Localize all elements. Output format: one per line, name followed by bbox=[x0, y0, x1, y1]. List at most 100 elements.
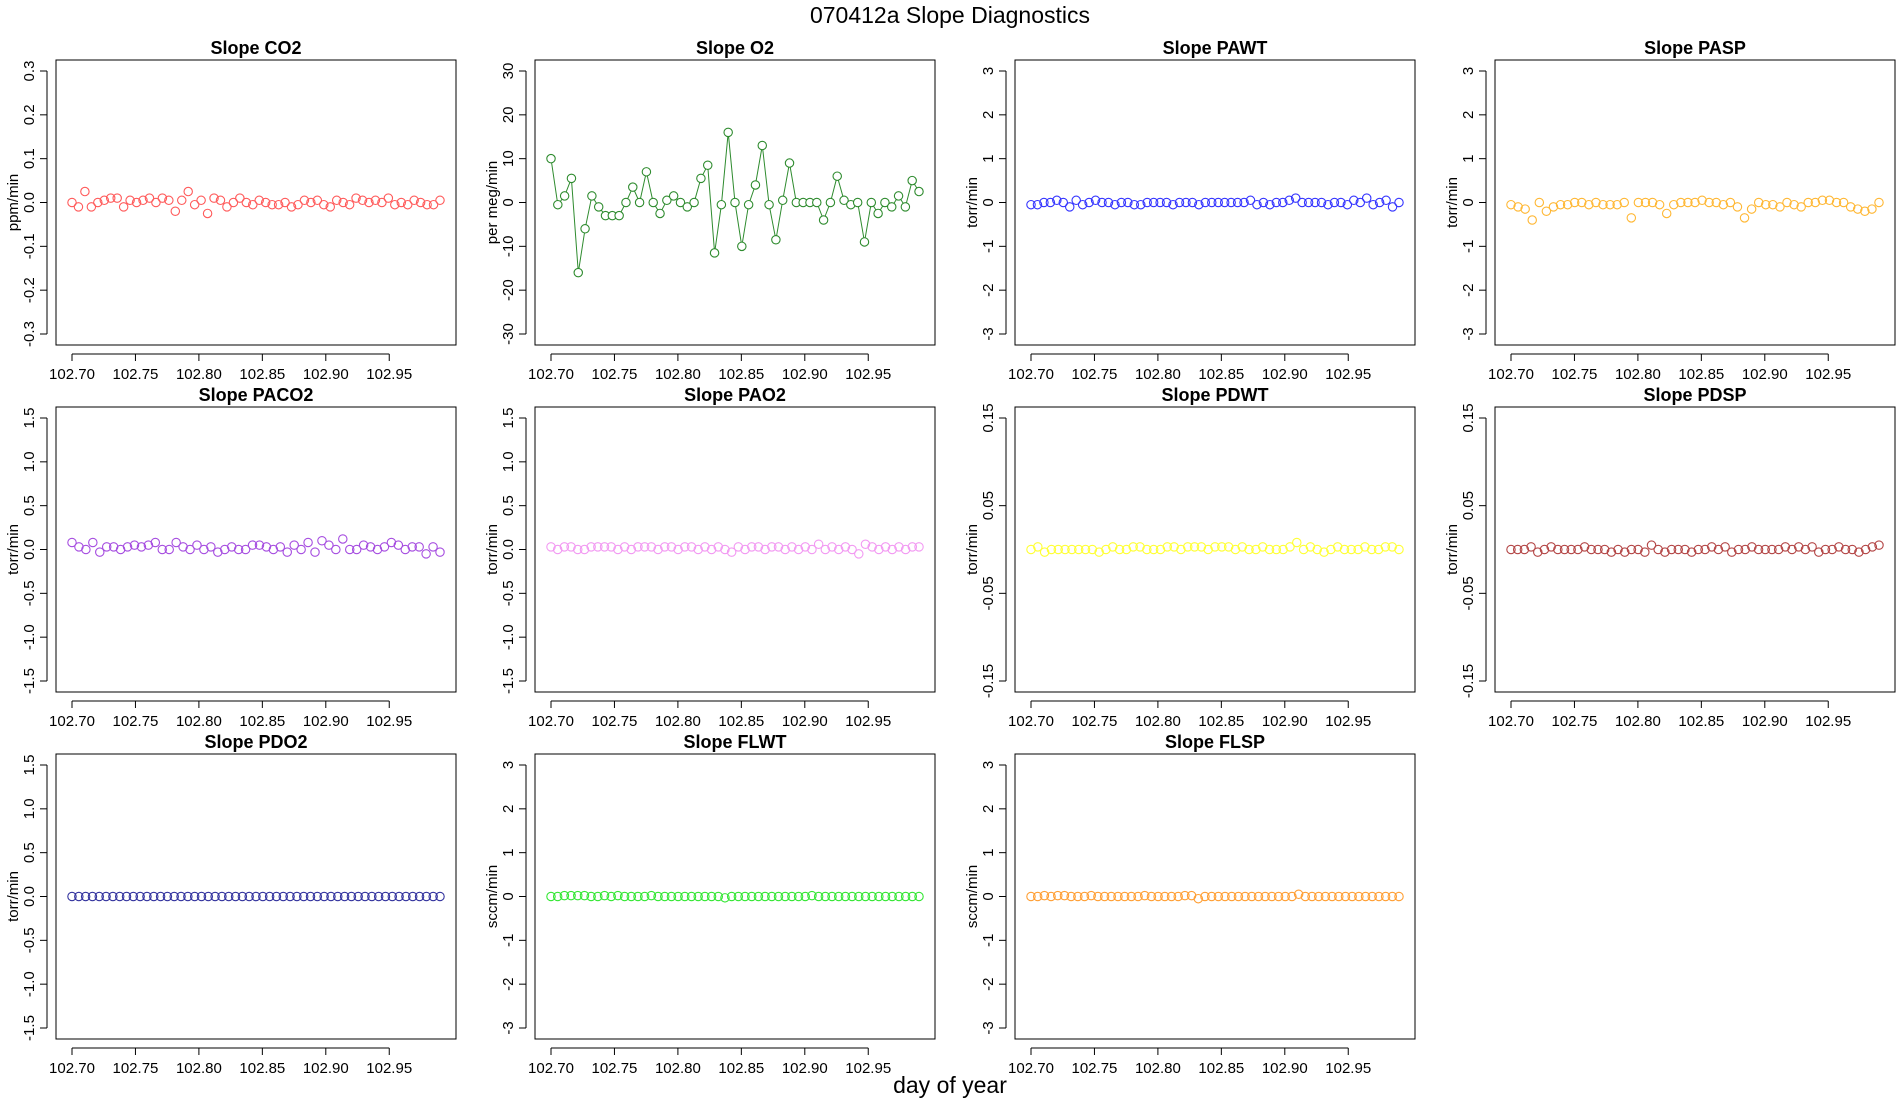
data-point bbox=[108, 891, 118, 902]
x-tick-label: 102.70 bbox=[1488, 366, 1534, 383]
y-tick-label: -3 bbox=[980, 1021, 997, 1034]
data-point bbox=[1155, 197, 1165, 208]
data-point bbox=[1626, 544, 1637, 555]
data-point bbox=[1033, 542, 1043, 552]
data-point bbox=[1176, 544, 1186, 555]
data-point bbox=[394, 891, 404, 902]
y-tick-label: 0.05 bbox=[980, 491, 997, 520]
data-point bbox=[1232, 197, 1243, 208]
x-tick-label: 102.95 bbox=[845, 366, 891, 383]
data-point bbox=[733, 542, 744, 552]
data-point bbox=[407, 891, 418, 902]
data-point bbox=[223, 891, 234, 902]
data-point bbox=[1106, 891, 1117, 902]
data-point bbox=[619, 891, 630, 902]
data-point bbox=[215, 195, 226, 206]
data-point bbox=[886, 202, 897, 212]
y-tick-label: 0.5 bbox=[21, 842, 38, 863]
data-point bbox=[1032, 891, 1043, 902]
data-point bbox=[1119, 891, 1130, 902]
data-point bbox=[1680, 544, 1690, 555]
data-point bbox=[303, 537, 313, 548]
y-axis: -0.15 -0.05 0.05 0.15 torr/min bbox=[964, 403, 1007, 698]
data-point bbox=[1746, 204, 1757, 214]
data-point bbox=[1060, 544, 1070, 555]
x-tick-label: 102.70 bbox=[1008, 366, 1054, 383]
x-tick-label: 102.70 bbox=[528, 713, 574, 730]
y-tick-label: 0.15 bbox=[1460, 403, 1477, 432]
data-point bbox=[1180, 890, 1190, 901]
data-point bbox=[1619, 547, 1630, 557]
y-axis-label: torr/min bbox=[1444, 177, 1461, 228]
x-tick-label: 102.75 bbox=[592, 713, 638, 730]
data-point bbox=[1368, 199, 1378, 210]
data-point bbox=[1573, 544, 1583, 555]
data-point bbox=[228, 197, 239, 208]
data-point bbox=[1142, 197, 1152, 208]
data-point bbox=[1646, 540, 1657, 550]
data-point bbox=[1660, 547, 1670, 557]
data-point bbox=[422, 199, 432, 210]
data-point bbox=[357, 195, 368, 206]
data-point bbox=[1753, 544, 1764, 555]
data-point bbox=[1305, 542, 1316, 552]
x-tick-label: 102.85 bbox=[1678, 366, 1724, 383]
data-point bbox=[854, 549, 864, 559]
data-point bbox=[1064, 202, 1075, 212]
data-point bbox=[559, 890, 570, 901]
data-point bbox=[1789, 199, 1799, 210]
data-point bbox=[586, 542, 596, 552]
data-point bbox=[753, 891, 764, 902]
data-point bbox=[379, 542, 390, 552]
x-tick-label: 102.95 bbox=[845, 1060, 891, 1077]
data-point bbox=[893, 191, 904, 201]
data-point bbox=[680, 542, 690, 552]
data-point bbox=[1367, 891, 1377, 902]
data-point bbox=[673, 891, 683, 902]
x-tick-label: 102.80 bbox=[1135, 713, 1181, 730]
data-point bbox=[151, 197, 161, 208]
chart-panel-slope-pdo2: Slope PDO2 102.70 102.75 102.80 102.85 102.90… bbox=[5, 732, 457, 1077]
y-tick-label: 1.5 bbox=[500, 408, 517, 429]
data-point bbox=[1265, 199, 1275, 210]
data-series bbox=[1506, 540, 1884, 557]
data-series bbox=[67, 186, 445, 219]
y-tick-label: 0 bbox=[1460, 198, 1477, 206]
data-point bbox=[1245, 195, 1256, 206]
chart-title: Slope PDO2 bbox=[204, 732, 307, 752]
data-point bbox=[344, 199, 355, 210]
data-point bbox=[305, 891, 316, 902]
data-point bbox=[1373, 544, 1384, 555]
data-point bbox=[639, 891, 650, 902]
data-point bbox=[222, 202, 232, 212]
data-point bbox=[220, 544, 230, 555]
data-point bbox=[1230, 544, 1241, 555]
data-point bbox=[825, 197, 836, 208]
data-point bbox=[1704, 197, 1714, 208]
x-tick-label: 102.95 bbox=[366, 366, 412, 383]
data-point bbox=[1817, 195, 1828, 206]
data-point bbox=[773, 542, 784, 552]
data-point bbox=[383, 193, 394, 203]
data-point bbox=[634, 197, 645, 208]
data-point bbox=[907, 175, 917, 186]
data-point bbox=[280, 197, 290, 208]
x-tick-label: 102.85 bbox=[718, 366, 764, 383]
data-point bbox=[1360, 891, 1371, 902]
data-point bbox=[1099, 891, 1110, 902]
x-tick-label: 102.75 bbox=[113, 366, 159, 383]
data-point bbox=[818, 215, 829, 225]
y-tick-label: 0.0 bbox=[21, 539, 38, 560]
data-point bbox=[1327, 891, 1337, 902]
data-point bbox=[633, 542, 643, 552]
data-point bbox=[1200, 197, 1211, 208]
data-point bbox=[1336, 197, 1346, 208]
data-point bbox=[1133, 891, 1143, 902]
data-point bbox=[628, 182, 638, 192]
data-point bbox=[353, 891, 363, 902]
data-point bbox=[1123, 197, 1133, 208]
x-tick-label: 102.90 bbox=[782, 713, 828, 730]
data-point bbox=[723, 127, 733, 138]
data-point bbox=[1174, 197, 1185, 208]
